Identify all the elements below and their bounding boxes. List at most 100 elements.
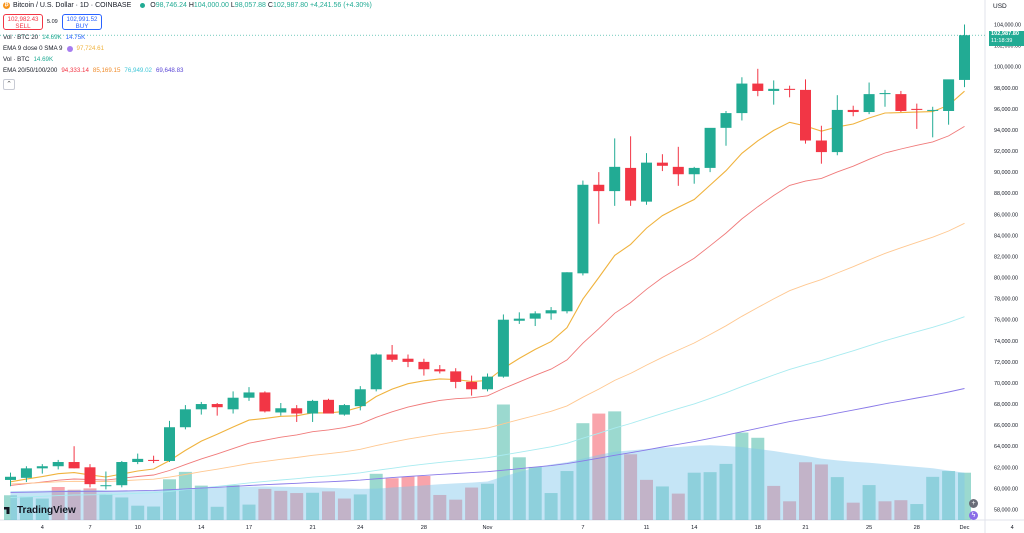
ema-200-line	[10, 388, 965, 493]
y-tick-label: 68,000.00	[994, 402, 1018, 408]
y-tick-label: 74,000.00	[994, 339, 1018, 345]
candle-body	[338, 405, 350, 415]
auto-scale-button[interactable]: ϟ	[969, 511, 978, 520]
volume-bar	[926, 476, 940, 520]
symbol-header[interactable]: ₿ Bitcoin / U.S. Dollar · 1D · COINBASE …	[3, 2, 372, 9]
candle-body	[800, 89, 811, 141]
legend-ema-9[interactable]: EMA 9 close 0 SMA 9 97,724.61	[3, 45, 104, 52]
legend-name: EMA 20/50/100/200	[3, 67, 58, 74]
y-tick-label: 98,000.00	[994, 86, 1018, 92]
candle-body	[450, 371, 462, 382]
candle-body	[895, 94, 907, 111]
x-tick-label: 4	[1011, 525, 1014, 531]
volume-bar	[862, 485, 876, 520]
volume-bar	[194, 485, 208, 520]
legend-vol-20[interactable]: Vol · BTC 20 14.69K 14.75K	[3, 34, 85, 41]
x-tick-label: Nov	[483, 525, 493, 531]
y-tick-label: 96,000.00	[994, 107, 1018, 113]
volume-bar	[878, 501, 892, 520]
candle-body	[911, 108, 923, 110]
candle-body	[386, 354, 398, 360]
y-tick-label: 72,000.00	[994, 360, 1018, 366]
legend-value: 94,333.14	[61, 67, 89, 74]
y-tick-label: 78,000.00	[994, 297, 1018, 303]
volume-bar	[449, 499, 463, 520]
candle-body	[879, 93, 891, 95]
countdown-value: 11:18:39	[991, 38, 1013, 44]
volume-bar	[719, 463, 733, 520]
sell-price: 102,982.43	[7, 16, 39, 23]
legend-vol[interactable]: Vol · BTC 14.69K	[3, 56, 53, 63]
x-tick-label: 17	[246, 525, 252, 531]
buy-button[interactable]: 102,991.52 BUY	[62, 14, 102, 30]
x-tick-label: 25	[866, 525, 872, 531]
candle-body	[434, 369, 446, 372]
plus-icon: +	[971, 500, 976, 507]
candle-body	[307, 400, 319, 414]
volume-bar	[512, 457, 526, 520]
legend-value: 69,648.83	[155, 67, 184, 74]
candle-body	[36, 466, 48, 469]
x-tick-label: 7	[581, 525, 584, 531]
volume-bar	[592, 413, 606, 520]
volume-bar	[735, 432, 749, 520]
candle-body	[641, 162, 652, 202]
volume-bar	[846, 502, 860, 520]
candle-body	[736, 83, 748, 114]
candle-body	[672, 166, 684, 175]
collapse-legend-button[interactable]: ⌃	[3, 79, 15, 90]
volume-bar	[576, 423, 590, 520]
currency-label[interactable]: USD	[993, 3, 1007, 10]
volume-bar	[465, 487, 479, 520]
legend-value: 14.69K	[33, 56, 54, 63]
candle-body	[68, 462, 80, 469]
ema-100-line	[10, 316, 965, 498]
symbol-title: Bitcoin / U.S. Dollar · 1D · COINBASE	[13, 2, 132, 9]
legend-value: 85,169.15	[92, 67, 121, 74]
candle-body	[354, 389, 366, 407]
x-tick-label: 7	[88, 525, 91, 531]
volume-bar	[337, 498, 351, 520]
candle-body	[768, 88, 780, 91]
x-tick-label: 10	[135, 525, 141, 531]
tradingview-mark-icon	[4, 507, 10, 514]
volume-bar	[942, 471, 956, 520]
y-tick-label: 94,000.00	[994, 128, 1018, 134]
volume-bar	[608, 411, 622, 520]
chevron-up-icon: ⌃	[6, 81, 12, 88]
ohlc-values: O98,746.24 H104,000.00 L98,057.88 C102,9…	[150, 2, 372, 9]
candle-body	[656, 162, 668, 166]
open-value: 98,746.24	[155, 2, 187, 9]
y-tick-label: 88,000.00	[994, 191, 1018, 197]
volume-bar	[544, 493, 558, 520]
volume-bar	[640, 479, 653, 520]
candle-body	[959, 35, 970, 80]
legend-value: 76,949.02	[124, 67, 152, 74]
candle-body	[927, 109, 939, 111]
change-value: +4,241.56 (+4.30%)	[309, 2, 372, 9]
close-value: 102,987.80	[272, 2, 309, 9]
y-tick-label: 58,000.00	[994, 507, 1018, 513]
candle-body	[513, 318, 525, 321]
volume-bar	[481, 483, 494, 520]
volume-bar	[258, 488, 272, 520]
candle-body	[466, 381, 478, 390]
candle-body	[132, 458, 144, 463]
candle-body	[688, 167, 700, 175]
y-tick-label: 84,000.00	[994, 233, 1018, 239]
volume-bar	[417, 476, 431, 520]
x-tick-label: 18	[755, 525, 761, 531]
x-tick-label: 21	[802, 525, 808, 531]
candle-body	[815, 140, 827, 153]
y-tick-label: 82,000.00	[994, 254, 1018, 260]
sell-label: SELL	[15, 23, 31, 30]
volume-bar	[687, 472, 701, 520]
zoom-in-button[interactable]: +	[969, 499, 978, 508]
legend-ema-multi[interactable]: EMA 20/50/100/200 94,333.14 85,169.15 76…	[3, 67, 183, 74]
ema-20-line	[10, 126, 965, 486]
x-tick-label: 21	[309, 525, 315, 531]
sell-button[interactable]: 102,982.43 SELL	[3, 14, 43, 30]
candle-body	[609, 166, 621, 192]
candle-body	[259, 392, 271, 412]
